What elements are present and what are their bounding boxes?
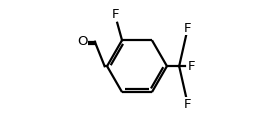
Text: F: F	[184, 98, 192, 110]
Text: F: F	[188, 60, 195, 73]
Text: F: F	[112, 8, 120, 21]
Text: F: F	[184, 22, 192, 35]
Text: O: O	[77, 35, 88, 48]
